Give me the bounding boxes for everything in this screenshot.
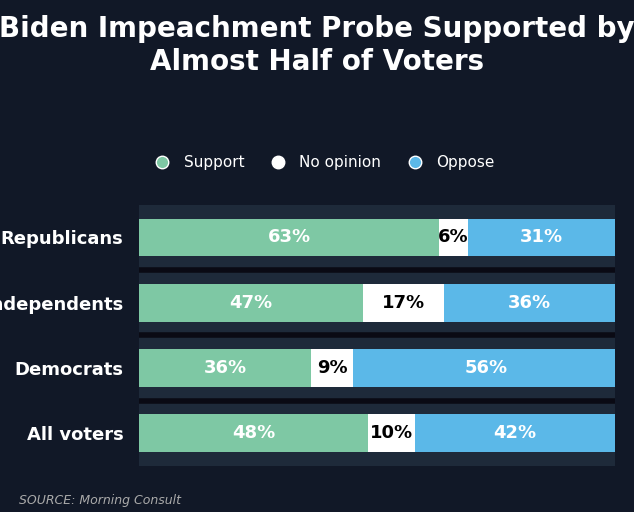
Bar: [368, 414, 415, 452]
Text: 36%: 36%: [204, 359, 247, 377]
Bar: [415, 414, 615, 452]
Text: 47%: 47%: [230, 294, 273, 312]
Bar: [363, 284, 444, 322]
Bar: [139, 284, 363, 322]
Text: 9%: 9%: [317, 359, 347, 377]
Text: 36%: 36%: [508, 294, 551, 312]
Legend: Support, No opinion, Oppose: Support, No opinion, Oppose: [147, 155, 495, 170]
Text: SOURCE: Morning Consult: SOURCE: Morning Consult: [19, 494, 181, 507]
Bar: [311, 349, 354, 387]
Text: 6%: 6%: [438, 228, 469, 246]
Text: 17%: 17%: [382, 294, 425, 312]
Bar: [444, 284, 615, 322]
Bar: [139, 219, 439, 257]
Text: 10%: 10%: [370, 424, 413, 442]
Bar: [139, 349, 311, 387]
Text: 63%: 63%: [268, 228, 311, 246]
Bar: [139, 414, 368, 452]
Text: 56%: 56%: [465, 359, 508, 377]
Bar: [439, 219, 467, 257]
Text: 48%: 48%: [232, 424, 275, 442]
Text: 42%: 42%: [493, 424, 537, 442]
Text: 31%: 31%: [520, 228, 563, 246]
Text: Biden Impeachment Probe Supported by
Almost Half of Voters: Biden Impeachment Probe Supported by Alm…: [0, 15, 634, 76]
Bar: [354, 349, 619, 387]
Bar: [467, 219, 615, 257]
